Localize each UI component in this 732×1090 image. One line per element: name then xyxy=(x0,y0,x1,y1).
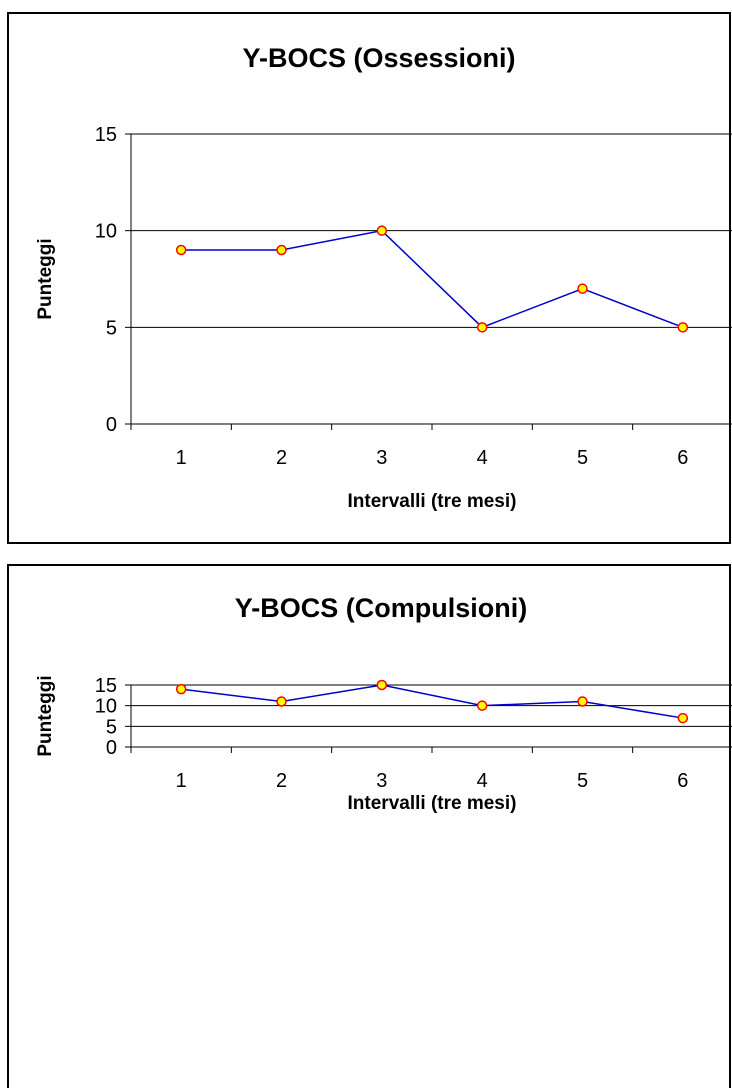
chart1-x-axis-title: Intervalli (tre mesi) xyxy=(348,491,517,512)
chart2-data-point xyxy=(677,712,689,724)
chart2-y-axis-title: Punteggi xyxy=(35,675,56,756)
chart1-data-point xyxy=(677,322,689,333)
chart1-y-tick-label: 10 xyxy=(95,221,117,243)
chart2-x-tick-label: 3 xyxy=(376,770,387,792)
chart1-data-point xyxy=(276,244,287,256)
chart1-y-tick-label: 15 xyxy=(95,124,117,146)
chart1-data-point xyxy=(175,244,187,256)
chart2-x-tick-label: 5 xyxy=(577,770,588,792)
chart1-x-tick-label: 2 xyxy=(276,447,287,469)
chart2-data-point xyxy=(376,679,388,691)
chart2-y-tick-label: 0 xyxy=(106,737,117,759)
chart2-x-axis-title: Intervalli (tre mesi) xyxy=(348,793,517,814)
chart1-data-point xyxy=(476,322,488,333)
chart2-y-tick-label: 5 xyxy=(106,716,117,738)
chart1-x-tick-label: 6 xyxy=(677,447,688,469)
chart2-x-tick-label: 1 xyxy=(176,770,187,792)
chart1-y-tick-label: 5 xyxy=(106,317,117,339)
chart2-data-point xyxy=(577,696,588,707)
chart2-y-tick-label: 10 xyxy=(95,696,117,718)
chart1-series-line xyxy=(181,229,684,329)
chart1-data-point xyxy=(577,283,588,294)
chart-ossessioni: Y-BOCS (Ossessioni) 0 5 10 15 1 2 3 4 5 6 Intervall… xyxy=(7,12,732,544)
chart1-x-tick-label: 3 xyxy=(376,447,387,469)
chart2-title: Y-BOCS (Compulsioni) xyxy=(235,593,528,623)
chart1-title: Y-BOCS (Ossessioni) xyxy=(242,43,515,73)
chart1-y-tick-label: 0 xyxy=(106,414,117,436)
chart-compulsioni: Y-BOCS (Compulsioni) 0 5 10 15 1 2 3 4 5 6 Interval… xyxy=(7,564,732,1088)
chart2-data-point xyxy=(476,700,488,711)
chart1-x-tick-label: 5 xyxy=(577,447,588,469)
chart2-x-tick-label: 2 xyxy=(276,770,287,792)
chart2-y-tick-label: 15 xyxy=(95,675,117,697)
chart-ossessioni-svg: Y-BOCS (Ossessioni) 0 5 10 15 1 2 3 4 5 6 Intervall… xyxy=(35,43,732,512)
chart1-x-tick-label: 4 xyxy=(477,447,488,469)
chart1-data-point xyxy=(376,225,388,236)
chart2-x-tick-label: 6 xyxy=(677,770,688,792)
chart1-y-axis-title: Punteggi xyxy=(35,238,56,319)
chart2-data-point xyxy=(276,696,287,707)
chart2-series-line xyxy=(181,684,683,719)
chart2-data-point xyxy=(175,683,187,695)
chart2-x-tick-label: 4 xyxy=(477,770,488,792)
chart1-x-tick-label: 1 xyxy=(176,447,187,469)
